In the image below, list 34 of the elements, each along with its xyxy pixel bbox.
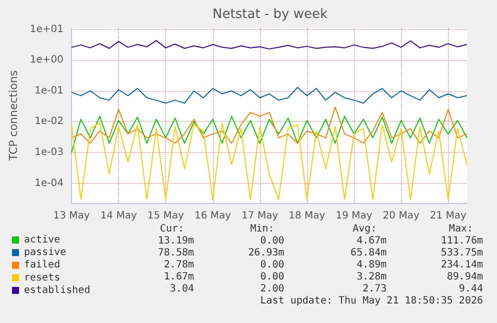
line-series xyxy=(71,116,468,154)
y-tick-label: 1e-02 xyxy=(34,116,64,128)
y-axis-title: TCP connections xyxy=(7,70,20,162)
line-series xyxy=(71,106,468,144)
x-tick-label: 16 May xyxy=(194,210,232,222)
line-series xyxy=(71,86,468,104)
legend-label: established xyxy=(24,284,90,296)
legend-label: passive xyxy=(24,247,66,258)
x-tick-label: 21 May xyxy=(430,210,467,222)
y-tick-label: 1e-01 xyxy=(34,85,64,96)
y-tick-label: 1e-03 xyxy=(34,147,64,158)
y-tick-label: 1e+00 xyxy=(30,54,64,66)
legend-label: active xyxy=(24,234,60,246)
text: 2.78m 0.00 4.89m 234.14m xyxy=(164,260,484,270)
line-series xyxy=(71,122,468,200)
text: 3.04 2.00 2.73 9.44 xyxy=(170,284,484,294)
line-series xyxy=(71,40,468,50)
legend-label: failed xyxy=(24,260,60,271)
x-tick-label: 13 May xyxy=(53,210,90,222)
y-tick-label: 1e-04 xyxy=(34,178,64,189)
text: 1.67m 0.00 3.28m 89.94m xyxy=(164,272,484,282)
y-tick-label: 1e+01 xyxy=(30,24,64,35)
text: Cur: Min: Avg: Max: xyxy=(160,224,474,234)
text: 13.19m 0.00 4.67m 111.76m xyxy=(158,236,483,246)
x-tick-label: 15 May xyxy=(147,210,184,222)
x-tick-label: 14 May xyxy=(100,210,137,222)
text: Last update: Thu May 21 18:50:35 2026 xyxy=(260,296,484,306)
x-tick-label: 17 May xyxy=(242,210,278,222)
chart-title: Netstat - by week xyxy=(212,7,328,22)
x-tick-label: 20 May xyxy=(382,210,420,222)
text: 78.58m 26.93m 65.84m 533.75m xyxy=(158,248,483,258)
x-tick-label: 18 May xyxy=(288,210,326,222)
x-tick-label: 19 May xyxy=(336,210,372,222)
legend-label: resets xyxy=(24,272,60,284)
